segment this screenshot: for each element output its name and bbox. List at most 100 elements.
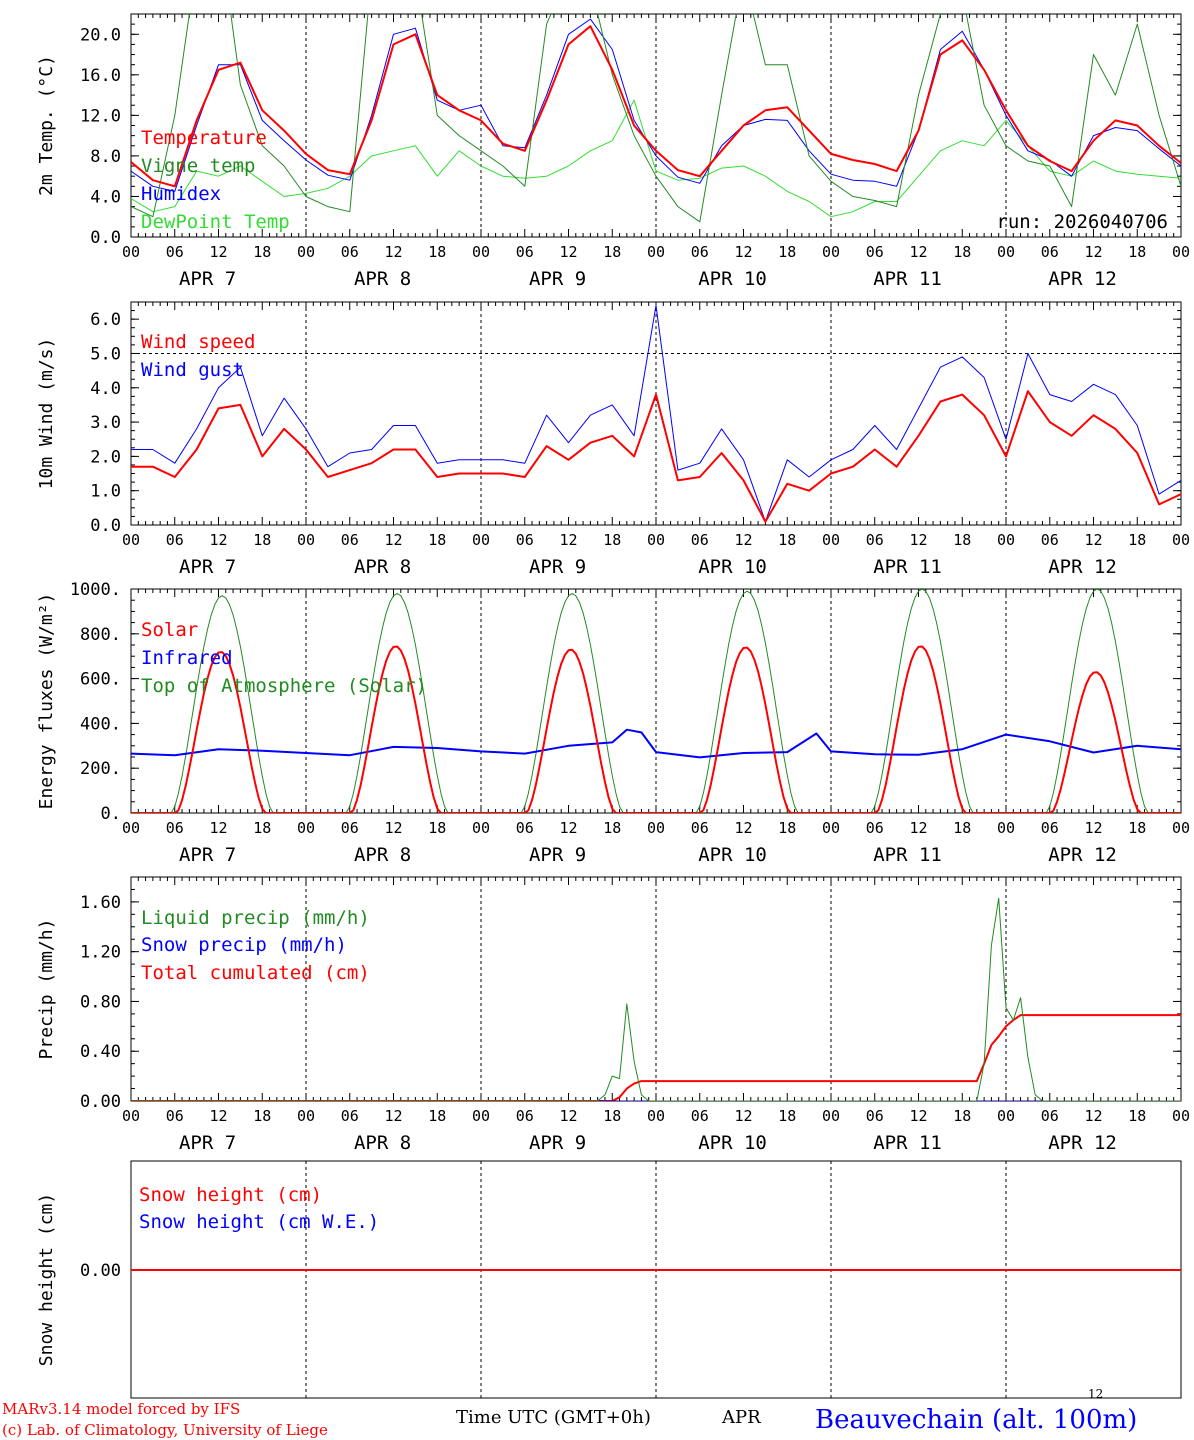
x-tick-label: 18 xyxy=(1128,243,1146,261)
legend-entry: Infrared xyxy=(141,647,233,669)
y-tick-label: 0.00 xyxy=(80,1261,121,1281)
day-label: APR 12 xyxy=(1048,1132,1117,1154)
day-label: APR 9 xyxy=(529,556,586,578)
x-tick-label: 18 xyxy=(778,819,796,837)
legend-entry: Top of Atmosphere (Solar) xyxy=(141,675,427,697)
panel-2: 00 06 12 18 00 06 12 18 00 06 12 18 00 06 12 18 00 06 12 18… xyxy=(36,301,1190,578)
month-label: APR xyxy=(721,1407,761,1428)
x-tick-label: 12 xyxy=(909,243,927,261)
y-tick-label: 0. xyxy=(101,804,121,824)
x-tick-label: 12 xyxy=(209,243,227,261)
y-tick-label: 1.0 xyxy=(90,482,121,502)
x-tick-label: 06 xyxy=(866,1107,884,1125)
x-tick-label: 18 xyxy=(953,243,971,261)
x-tick-label: 18 xyxy=(778,243,796,261)
y-axis-label: 2m Temp. (°C) xyxy=(36,55,57,196)
x-tick-label: 12 xyxy=(559,531,577,549)
y-axis-label: Precip (mm/h) xyxy=(36,919,57,1060)
x-tick-label: 12 xyxy=(1084,819,1102,837)
day-label: APR 12 xyxy=(1048,268,1117,290)
series-line-vigne-temp xyxy=(131,14,1181,223)
day-label: APR 9 xyxy=(529,268,586,290)
panel-4: 00 06 12 18 00 06 12 18 00 06 12 18 00 06 12 18 00 06 12 18… xyxy=(36,876,1190,1154)
x-tick-label: 00 xyxy=(997,1107,1015,1125)
x-tick-label: 18 xyxy=(253,819,271,837)
x-tick-label: 12 xyxy=(909,1107,927,1125)
x-tick-label: 00 xyxy=(1172,531,1190,549)
station-name: Beauvechain (alt. 100m) xyxy=(815,1405,1137,1435)
x-tick-label: 00 xyxy=(647,243,665,261)
x-tick-label: 00 xyxy=(297,243,315,261)
x-tick-label: 12 xyxy=(1084,531,1102,549)
y-tick-label: 16.0 xyxy=(80,66,121,86)
series-line-wind-gust xyxy=(131,304,1181,523)
day-label: APR 10 xyxy=(698,556,767,578)
day-label: APR 7 xyxy=(179,844,236,866)
x-tick-label: 06 xyxy=(516,819,534,837)
series-line-dewpoint-temp xyxy=(131,99,1181,218)
x-tick-label: 06 xyxy=(1041,531,1059,549)
lab-credit: (c) Lab. of Climatology, University of L… xyxy=(2,1421,328,1439)
x-tick-label: 12 xyxy=(734,531,752,549)
model-credit: MARv3.14 model forced by IFS xyxy=(2,1400,240,1418)
x-tick-label: 12 xyxy=(734,819,752,837)
time-axis-label: Time UTC (GMT+0h) xyxy=(456,1407,651,1428)
x-tick-label: 06 xyxy=(691,531,709,549)
x-tick-label: 18 xyxy=(1128,819,1146,837)
x-tick-label: 06 xyxy=(341,819,359,837)
x-tick-label: 00 xyxy=(297,1107,315,1125)
plot-frame xyxy=(130,301,1182,526)
y-tick-label: 4.0 xyxy=(90,187,121,207)
x-tick-label: 00 xyxy=(472,819,490,837)
series-group xyxy=(131,304,1181,523)
legend-entry: Snow height (cm) xyxy=(139,1184,322,1206)
x-tick-label: 12 xyxy=(384,531,402,549)
series-line-infrared xyxy=(131,728,1181,759)
y-tick-label: 400. xyxy=(80,714,121,734)
series-line-humidex xyxy=(131,18,1181,192)
x-tick-label: 12 xyxy=(209,819,227,837)
x-tick-label: 00 xyxy=(822,819,840,837)
x-tick-label: 00 xyxy=(1172,819,1190,837)
x-tick-label: 06 xyxy=(166,243,184,261)
y-tick-label: 800. xyxy=(80,625,121,645)
x-tick-label: 06 xyxy=(166,1107,184,1125)
legend-entry: DewPoint Temp xyxy=(141,211,290,233)
x-tick-label: 06 xyxy=(1041,1107,1059,1125)
series-group xyxy=(131,897,1181,1101)
x-tick-label: 00 xyxy=(822,531,840,549)
x-tick-label: 06 xyxy=(516,1107,534,1125)
y-tick-label: 0.40 xyxy=(80,1042,121,1062)
legend-entry: Humidex xyxy=(141,183,221,205)
series-group xyxy=(131,589,1181,813)
x-tick-label: 18 xyxy=(428,1107,446,1125)
x-tick-label: 12 xyxy=(734,1107,752,1125)
day-label: APR 11 xyxy=(873,268,942,290)
x-tick-label: 00 xyxy=(647,1107,665,1125)
series-line-total-cumulated-cm- xyxy=(131,1014,1181,1101)
day-label: APR 7 xyxy=(179,1132,236,1154)
x-tick-label: 00 xyxy=(647,531,665,549)
superscript: 12 xyxy=(1088,1387,1103,1401)
day-label: APR 8 xyxy=(354,556,411,578)
y-axis-label: Energy fluxes (W/m²) xyxy=(36,593,57,810)
x-tick-label: 18 xyxy=(1128,1107,1146,1125)
y-tick-label: 0.80 xyxy=(80,992,121,1012)
y-axis-label: Snow height (cm) xyxy=(36,1193,57,1366)
x-tick-label: 18 xyxy=(253,1107,271,1125)
x-tick-label: 00 xyxy=(997,819,1015,837)
legend-entry: Wind speed xyxy=(141,331,255,353)
day-label: APR 7 xyxy=(179,268,236,290)
x-tick-label: 12 xyxy=(384,1107,402,1125)
x-tick-label: 12 xyxy=(384,819,402,837)
day-label: APR 9 xyxy=(529,1132,586,1154)
panel-3: 00 06 12 18 00 06 12 18 00 06 12 18 00 06 12 18 00 06 12 18… xyxy=(36,580,1190,866)
y-tick-label: 6.0 xyxy=(90,310,121,330)
day-label: APR 9 xyxy=(529,844,586,866)
x-tick-label: 06 xyxy=(516,531,534,549)
x-tick-label: 18 xyxy=(428,531,446,549)
plot-frame xyxy=(130,588,1182,814)
x-tick-label: 00 xyxy=(472,1107,490,1125)
legend-entry: Snow height (cm W.E.) xyxy=(139,1211,379,1233)
